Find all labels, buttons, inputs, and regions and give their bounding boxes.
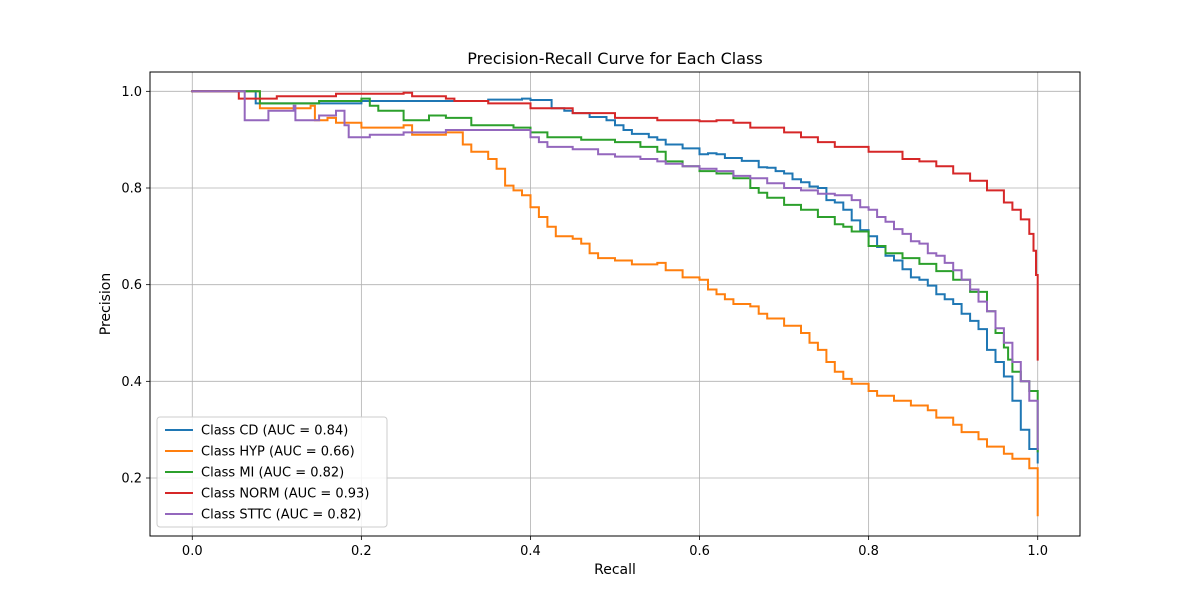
x-tick-label: 1.0 [1027, 544, 1048, 559]
legend-label: Class STTC (AUC = 0.82) [201, 508, 361, 523]
legend-label: Class NORM (AUC = 0.93) [201, 487, 369, 502]
series-line-mi [191, 90, 1039, 453]
legend-label: Class CD (AUC = 0.84) [201, 424, 348, 439]
legend-box [156, 416, 388, 528]
x-axis-label: Recall [594, 562, 636, 578]
series-line-norm [191, 90, 1039, 361]
x-tick-label: 0.6 [689, 544, 710, 559]
y-tick-label: 0.4 [121, 375, 142, 390]
y-tick-label: 0.2 [121, 472, 142, 487]
legend: Class CD (AUC = 0.84) Class HYP (AUC = 0.… [156, 416, 388, 528]
chart-title: Precision-Recall Curve for Each Class [467, 49, 762, 68]
y-tick-label: 0.8 [121, 182, 142, 197]
legend-label: Class HYP (AUC = 0.66) [201, 445, 355, 460]
x-tick-label: 0.4 [520, 544, 541, 559]
x-tick-label: 0.2 [351, 544, 372, 559]
plot-frame [149, 71, 1081, 537]
x-tick-label: 0.8 [858, 544, 879, 559]
series-layer [191, 90, 1039, 517]
grid-layer [150, 72, 1080, 536]
x-tick-label: 0.0 [182, 544, 203, 559]
y-tick-label: 0.6 [121, 278, 142, 293]
tick-layer: 0.0 0.2 0.4 0.6 0.8 1.0 0.2 0.4 0.6 0.8 1.0 [121, 85, 1048, 559]
y-axis-label: Precision [98, 273, 114, 335]
legend-label: Class MI (AUC = 0.82) [201, 466, 344, 481]
series-line-sttc [191, 90, 1039, 450]
series-line-hyp [191, 90, 1039, 517]
y-tick-label: 1.0 [121, 85, 142, 100]
